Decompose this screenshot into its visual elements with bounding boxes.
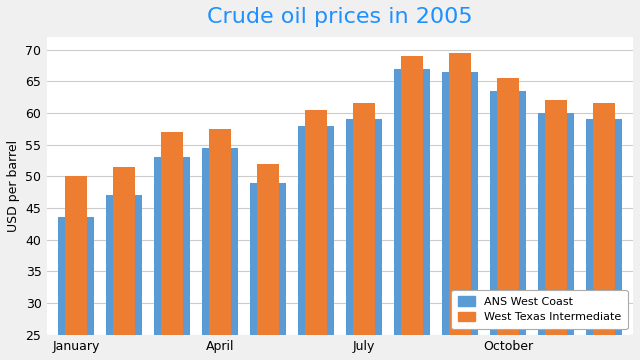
Bar	[113, 167, 134, 334]
Bar	[490, 91, 526, 334]
Bar	[593, 103, 615, 334]
Bar	[106, 195, 142, 334]
Bar	[305, 110, 327, 334]
Bar	[257, 163, 279, 334]
Bar	[202, 148, 238, 334]
Bar	[442, 72, 478, 334]
Legend: ANS West Coast, West Texas Intermediate: ANS West Coast, West Texas Intermediate	[451, 289, 627, 329]
Y-axis label: USD per barrel: USD per barrel	[7, 140, 20, 232]
Bar	[449, 53, 471, 334]
Title: Crude oil prices in 2005: Crude oil prices in 2005	[207, 7, 473, 27]
Bar	[346, 119, 382, 334]
Bar	[394, 68, 430, 334]
Bar	[209, 129, 231, 334]
Bar	[497, 78, 519, 334]
Bar	[545, 100, 567, 334]
Bar	[298, 126, 334, 334]
Bar	[154, 157, 190, 334]
Bar	[161, 132, 183, 334]
Bar	[58, 217, 94, 334]
Bar	[65, 176, 86, 334]
Bar	[401, 56, 423, 334]
Bar	[353, 103, 375, 334]
Bar	[538, 113, 574, 334]
Bar	[586, 119, 622, 334]
Bar	[250, 183, 286, 334]
